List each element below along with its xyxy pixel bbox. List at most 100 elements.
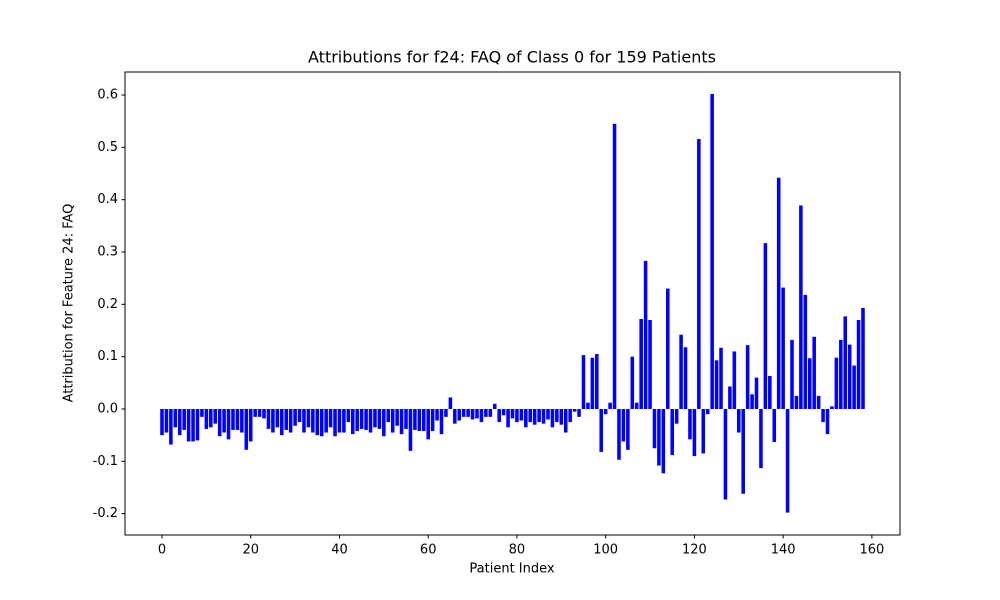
bar [271, 408, 275, 433]
bar [634, 402, 639, 409]
y-tick-label: 0.4 [97, 192, 118, 207]
bar [417, 408, 422, 431]
x-tick-label: 160 [859, 543, 884, 558]
bar [599, 408, 604, 452]
bar [288, 408, 293, 433]
bar [674, 408, 679, 424]
bar [475, 408, 479, 419]
bar [217, 408, 222, 437]
y-tick-label: 0.3 [97, 245, 118, 260]
bar [266, 408, 271, 429]
bar [297, 408, 302, 423]
bar [710, 93, 714, 409]
bar [235, 408, 240, 430]
bar [843, 316, 848, 409]
bar [240, 408, 244, 433]
bar [652, 408, 657, 449]
bar [390, 408, 395, 433]
bar [439, 408, 444, 435]
bar [528, 408, 533, 423]
bar [346, 408, 351, 423]
bar [386, 408, 391, 423]
bar [519, 408, 524, 421]
bar [750, 394, 754, 409]
bar [643, 260, 648, 409]
bar [342, 408, 346, 433]
bar [257, 408, 262, 417]
bar [559, 408, 564, 425]
bar [816, 395, 821, 409]
bar [856, 320, 861, 409]
bar [821, 408, 825, 423]
bar [435, 408, 439, 421]
bar [226, 408, 231, 440]
bar [333, 408, 337, 437]
bar [399, 408, 404, 435]
bar [745, 345, 750, 409]
bar [830, 406, 834, 409]
bar [191, 408, 195, 442]
bar [319, 408, 324, 437]
chart-title: Attributions for f24: FAQ of Class 0 for… [308, 48, 716, 67]
bar [679, 334, 683, 409]
bar [315, 408, 320, 436]
bar [368, 408, 373, 433]
bar [590, 357, 595, 409]
bar [248, 408, 253, 442]
bar [741, 408, 745, 494]
bar [785, 408, 790, 513]
bar [568, 408, 572, 423]
bar [311, 408, 315, 433]
bar [572, 408, 577, 412]
bar [492, 403, 497, 409]
bar [639, 318, 643, 409]
bar [444, 408, 448, 417]
bar [182, 408, 186, 430]
bar [501, 408, 506, 416]
bar [852, 365, 856, 409]
bar [404, 408, 408, 429]
bar [595, 354, 599, 409]
x-tick-label: 20 [242, 543, 259, 558]
bar [834, 357, 839, 409]
bar [302, 408, 306, 433]
y-tick-label: -0.2 [93, 506, 118, 521]
bar [200, 408, 204, 417]
bar [479, 408, 484, 423]
bar [510, 408, 515, 419]
y-tick-label: 0.0 [97, 401, 118, 416]
bar [670, 408, 674, 456]
bar [537, 408, 541, 423]
x-tick-label: 80 [509, 543, 526, 558]
bar [776, 177, 781, 409]
bar [497, 408, 501, 423]
bar [839, 339, 843, 409]
bar [413, 408, 417, 430]
bar [617, 408, 621, 460]
bar [355, 408, 359, 431]
bar [781, 287, 785, 409]
bar [244, 408, 249, 450]
plot-frame [124, 71, 901, 536]
bar [524, 408, 528, 428]
y-axis-label: Attribution for Feature 24: FAQ [62, 204, 77, 403]
bar [608, 402, 612, 409]
bar [532, 408, 537, 425]
bar [732, 351, 737, 409]
bar [812, 336, 816, 409]
bar [759, 408, 763, 469]
bar [484, 408, 488, 417]
bar [807, 358, 812, 409]
bar [657, 408, 661, 466]
bar [284, 408, 289, 430]
bar [581, 355, 586, 409]
bar [231, 408, 235, 430]
bar [169, 408, 173, 445]
x-tick-label: 60 [420, 543, 437, 558]
bar [683, 347, 688, 409]
bar [541, 408, 546, 424]
bar [705, 408, 710, 415]
bar [426, 408, 430, 440]
bar [799, 205, 803, 409]
bar [772, 408, 777, 442]
